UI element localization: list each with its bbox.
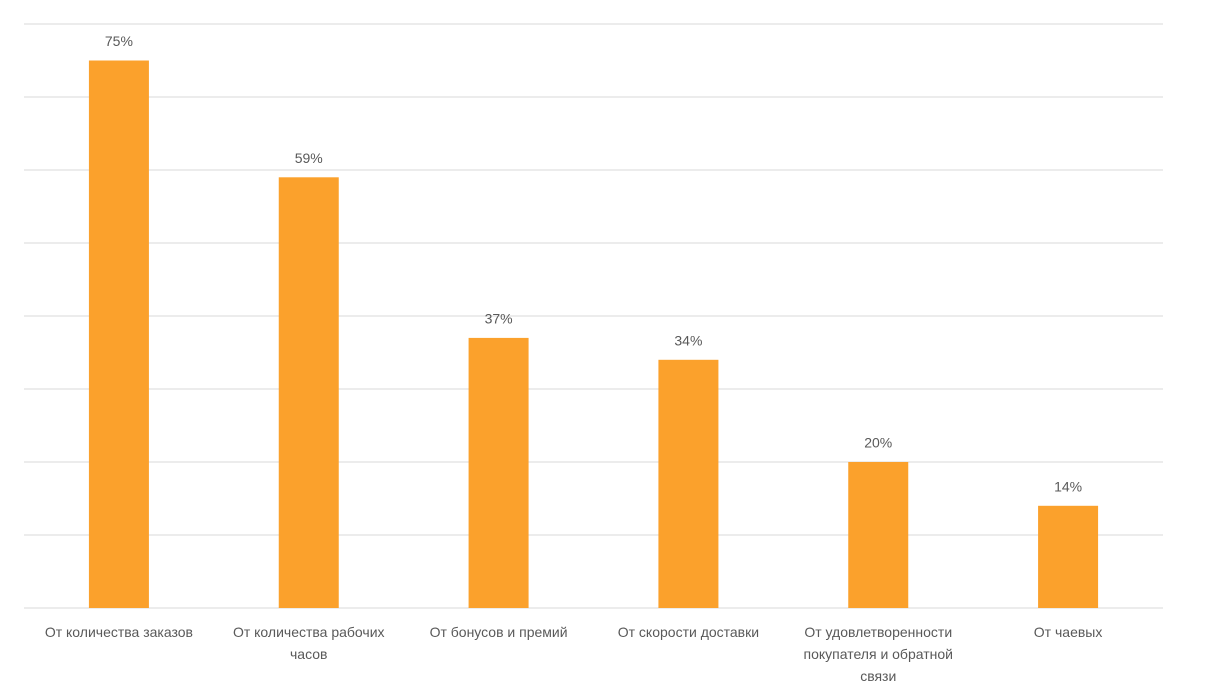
value-label: 34% bbox=[674, 333, 702, 349]
value-label: 37% bbox=[485, 311, 513, 327]
value-label: 14% bbox=[1054, 479, 1082, 495]
value-label: 20% bbox=[864, 435, 892, 451]
bar bbox=[658, 359, 719, 608]
value-label: 59% bbox=[295, 150, 323, 166]
x-tick-label: От бонусов и премий bbox=[430, 624, 568, 640]
x-tick-label: От скорости доставки bbox=[618, 624, 759, 640]
value-label: 75% bbox=[105, 33, 133, 49]
x-tick-label: От чаевых bbox=[1034, 624, 1103, 640]
bar bbox=[88, 60, 149, 608]
bar bbox=[278, 177, 339, 609]
x-tick-label: От количества заказов bbox=[45, 624, 193, 640]
bar bbox=[468, 337, 529, 608]
x-tick-label: От количества рабочих часов bbox=[233, 624, 385, 662]
x-tick-label: От удовлетворенности покупателя и обратно… bbox=[804, 624, 953, 684]
bar bbox=[848, 462, 909, 608]
bar bbox=[1038, 505, 1099, 608]
